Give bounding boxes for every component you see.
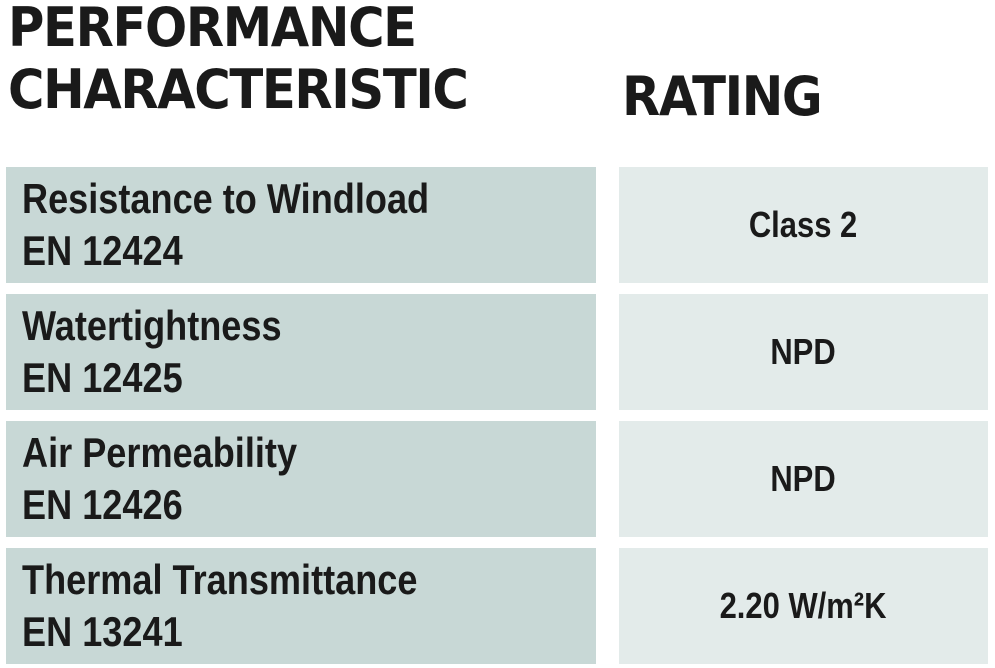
rating-value: NPD xyxy=(770,458,837,499)
characteristic-name: Thermal Transmittance xyxy=(22,556,418,603)
characteristic-header-line-1: PERFORMANCE xyxy=(8,0,417,59)
characteristic-standard: EN 12424 xyxy=(22,227,183,274)
characteristic-cell-air-permeability: Air Permeability EN 12426 xyxy=(6,421,596,537)
rating-cell-windload: Class 2 xyxy=(619,167,988,283)
characteristic-cell-thermal-transmittance: Thermal Transmittance EN 13241 xyxy=(6,548,596,664)
rating-value: NPD xyxy=(770,331,837,372)
characteristic-standard: EN 13241 xyxy=(22,608,183,655)
characteristic-name: Resistance to Windload xyxy=(22,175,430,222)
characteristic-name: Watertightness xyxy=(22,302,282,349)
rating-cell-watertightness: NPD xyxy=(619,294,988,410)
characteristic-column-header: PERFORMANCE CHARACTERISTIC xyxy=(8,0,469,121)
rating-cell-air-permeability: NPD xyxy=(619,421,988,537)
characteristic-header-line-2: CHARACTERISTIC xyxy=(8,58,469,121)
rating-header-label: RATING xyxy=(622,65,823,128)
characteristic-standard: EN 12426 xyxy=(22,481,183,528)
characteristic-standard: EN 12425 xyxy=(22,354,183,401)
characteristic-cell-watertightness: Watertightness EN 12425 xyxy=(6,294,596,410)
rating-cell-thermal-transmittance: 2.20 W/m²K xyxy=(619,548,988,664)
rating-value: 2.20 W/m²K xyxy=(720,585,887,626)
rating-value: Class 2 xyxy=(749,204,858,245)
rating-column-header: RATING xyxy=(622,65,823,128)
characteristic-cell-windload: Resistance to Windload EN 12424 xyxy=(6,167,596,283)
characteristic-name: Air Permeability xyxy=(22,429,298,476)
